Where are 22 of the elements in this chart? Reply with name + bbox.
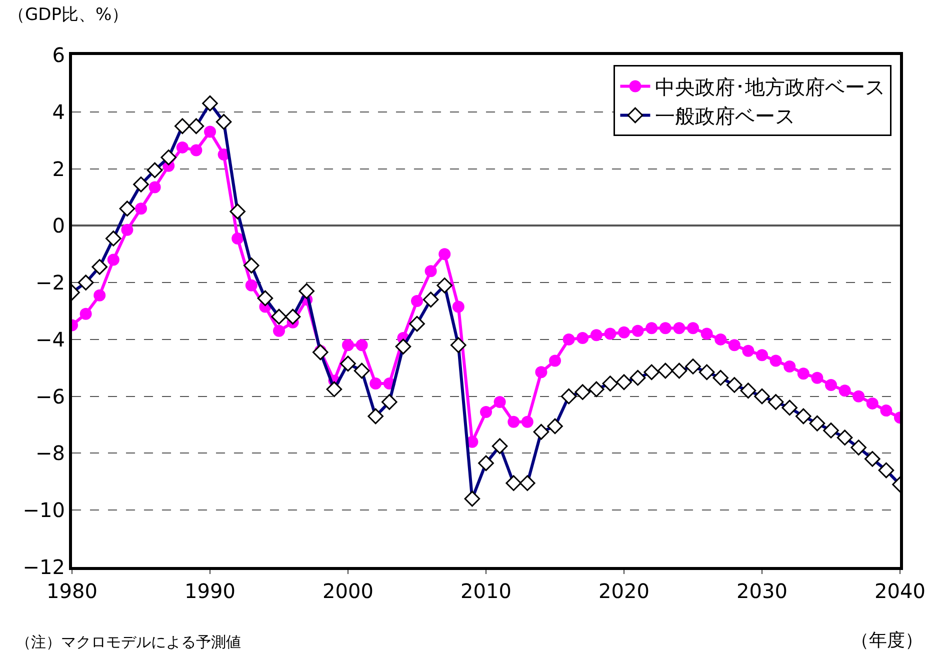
y-tick-label: 2 bbox=[52, 156, 65, 181]
x-tick-label: 1990 bbox=[184, 579, 236, 603]
text: （注）マクロモデルによる予測値 bbox=[16, 633, 241, 651]
x-tick-label: 2040 bbox=[874, 579, 926, 603]
y-tick-label: −12 bbox=[22, 555, 65, 579]
x-tick-label: 2020 bbox=[598, 579, 650, 603]
y-tick-label: −8 bbox=[36, 441, 65, 466]
y-tick-label: 0 bbox=[52, 214, 65, 238]
y-tick-label: −6 bbox=[36, 384, 65, 408]
y-tick-label: −4 bbox=[36, 327, 65, 352]
x-axis-title: （年度） bbox=[851, 630, 923, 651]
y-axis-title: （GDP比、%） bbox=[8, 5, 129, 25]
x-tick-label: 2010 bbox=[460, 579, 512, 603]
x-tick-label: 2000 bbox=[322, 579, 374, 603]
x-tick-label: 1980 bbox=[46, 579, 98, 603]
y-tick-label: −2 bbox=[36, 270, 65, 295]
x-tick-label: 2030 bbox=[736, 579, 788, 603]
y-tick-label: 4 bbox=[52, 100, 65, 124]
y-tick-label: −10 bbox=[22, 498, 65, 522]
legend-label: 一般政府ベース bbox=[655, 104, 796, 128]
legend-label: 中央政府･地方政府ベース bbox=[655, 75, 886, 100]
y-tick-label: 6 bbox=[52, 43, 65, 67]
